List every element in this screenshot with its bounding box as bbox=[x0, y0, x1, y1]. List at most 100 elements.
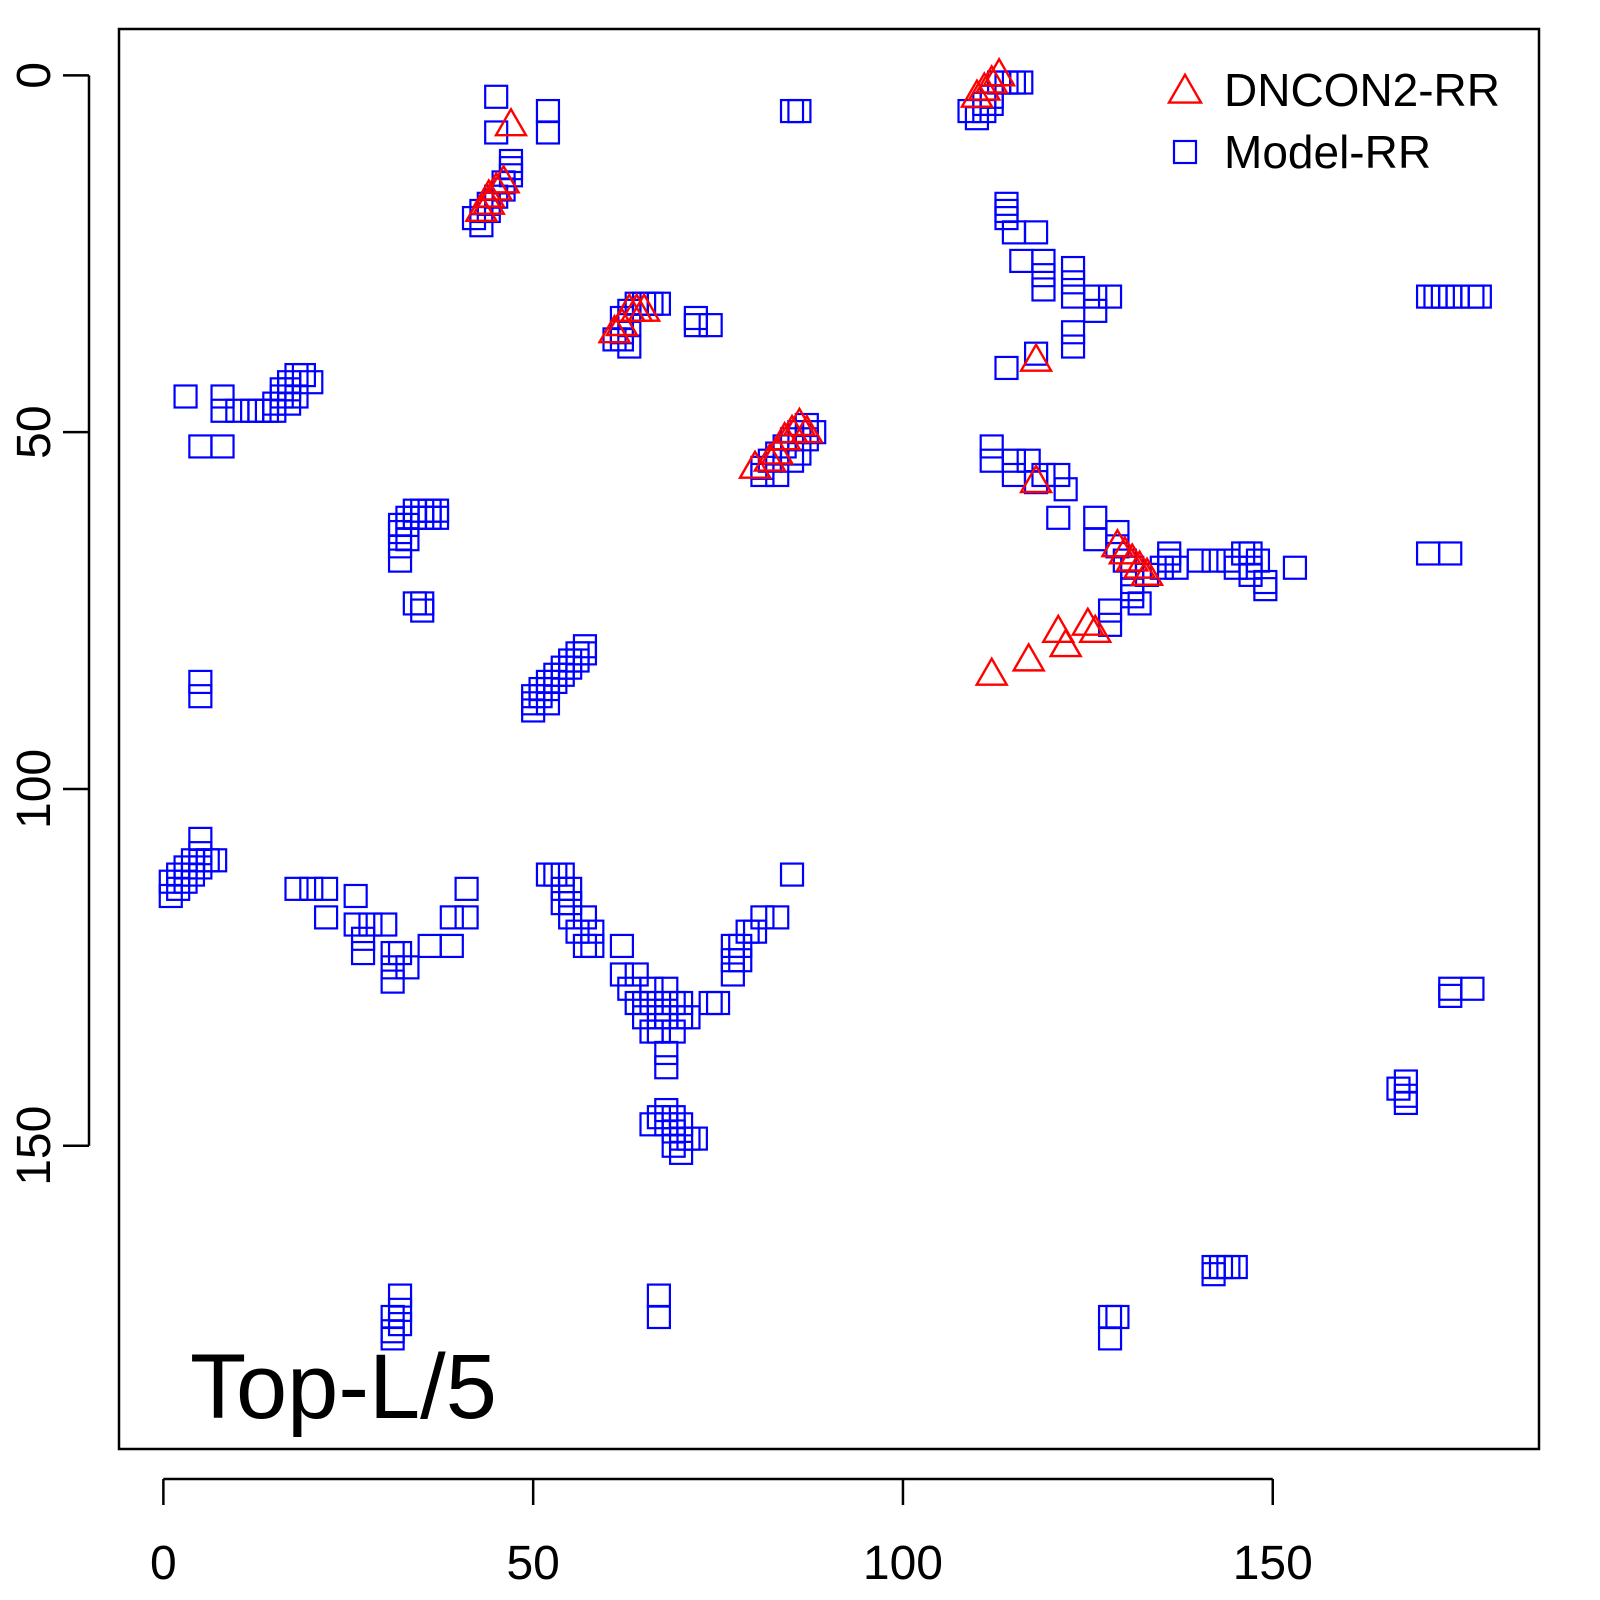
model-contact-point bbox=[683, 313, 708, 338]
model-contact-point bbox=[203, 848, 228, 873]
model-contact-point bbox=[1060, 255, 1086, 281]
model-contact-point bbox=[1083, 284, 1108, 309]
model-contact-point bbox=[654, 1040, 679, 1066]
model-contact-point bbox=[1253, 577, 1278, 602]
dncon2-contact-point bbox=[789, 413, 824, 444]
model-contact-point bbox=[262, 398, 287, 423]
model-contact-point bbox=[1105, 519, 1130, 545]
x-tick-label: 0 bbox=[150, 1537, 177, 1590]
model-contact-point bbox=[1031, 277, 1056, 302]
legend-label: Model-RR bbox=[1224, 126, 1431, 178]
model-contact-point bbox=[558, 905, 583, 930]
model-contact-point bbox=[1282, 555, 1308, 580]
model-contact-point bbox=[521, 698, 546, 723]
model-contact-point bbox=[1386, 1076, 1411, 1101]
dncon2-contact-point bbox=[1100, 527, 1135, 558]
model-contact-point bbox=[380, 969, 405, 994]
y-tick-label: 50 bbox=[8, 405, 61, 458]
model-contact-point bbox=[380, 1326, 405, 1351]
dncon2-contact-point bbox=[1070, 606, 1105, 636]
model-contact-point bbox=[387, 940, 413, 966]
model-contact-point bbox=[173, 384, 198, 409]
model-contact-point bbox=[1060, 320, 1086, 345]
model-contact-point bbox=[787, 98, 812, 124]
dncon2-contact-point bbox=[604, 306, 639, 337]
model-contact-point bbox=[350, 926, 376, 951]
legend-marker-square bbox=[1172, 139, 1198, 165]
model-contact-point bbox=[1097, 1326, 1123, 1351]
dncon2-contact-point bbox=[767, 420, 802, 451]
model-contact-point bbox=[565, 919, 590, 944]
dncon2-contact-point bbox=[1129, 556, 1165, 586]
model-contact-point bbox=[1060, 270, 1086, 295]
model-contact-point bbox=[188, 855, 213, 880]
model-contact-point bbox=[210, 384, 235, 409]
legend-item: Model-RR bbox=[1172, 126, 1431, 178]
dncon2-contact-point bbox=[627, 292, 662, 322]
model-contact-point bbox=[439, 933, 464, 959]
model-contact-point bbox=[676, 1005, 701, 1030]
model-contact-point bbox=[387, 519, 413, 545]
model-contact-point bbox=[1053, 477, 1078, 502]
dncon2-contact-point bbox=[493, 106, 529, 137]
model-contact-point bbox=[1097, 612, 1123, 637]
dncon2-contact-point bbox=[967, 71, 1002, 101]
model-contact-point bbox=[395, 955, 420, 980]
model-contact-point bbox=[565, 648, 590, 673]
x-tick-label: 100 bbox=[863, 1537, 943, 1590]
model-contact-point bbox=[602, 327, 627, 352]
model-contact-point bbox=[535, 691, 561, 716]
model-contact-point bbox=[454, 905, 479, 930]
model-contact-point bbox=[188, 841, 213, 866]
model-contact-point bbox=[1031, 263, 1056, 288]
y-tick-label: 100 bbox=[8, 749, 61, 829]
dncon2-contact-point bbox=[1019, 342, 1054, 372]
model-contact-point bbox=[284, 384, 309, 409]
model-contact-point bbox=[1127, 591, 1152, 616]
panel-annotation: Top-L/5 bbox=[190, 1336, 497, 1438]
model-contact-point bbox=[705, 990, 731, 1016]
plot-frame bbox=[117, 27, 1541, 1451]
model-contact-point bbox=[580, 933, 605, 959]
model-contact-point bbox=[188, 669, 213, 695]
model-contact-point bbox=[1031, 248, 1056, 274]
model-contact-point bbox=[1149, 555, 1174, 580]
dncon2-contact-point bbox=[1078, 613, 1113, 644]
model-contact-point bbox=[779, 862, 805, 887]
model-contact-point bbox=[572, 905, 598, 930]
model-contact-point bbox=[528, 684, 553, 709]
dncon2-contact-point bbox=[486, 163, 521, 194]
legend-label: DNCON2-RR bbox=[1224, 64, 1500, 116]
x-tick-label: 150 bbox=[1233, 1537, 1313, 1590]
model-contact-point bbox=[454, 876, 479, 901]
data-marks bbox=[158, 56, 1492, 1351]
model-contact-point bbox=[654, 1055, 679, 1080]
legend-item: DNCON2-RR bbox=[1166, 64, 1500, 116]
model-contact-point bbox=[572, 641, 598, 666]
model-contact-point bbox=[1046, 505, 1071, 530]
model-contact-point bbox=[484, 120, 509, 145]
model-contact-point bbox=[387, 534, 413, 559]
model-contact-point bbox=[728, 933, 753, 959]
series-dncon2-rr bbox=[464, 56, 1165, 686]
model-contact-point bbox=[439, 905, 464, 930]
model-contact-point bbox=[994, 205, 1019, 231]
model-contact-point bbox=[358, 912, 383, 937]
dncon2-contact-point bbox=[1019, 463, 1054, 494]
model-contact-point bbox=[624, 962, 649, 987]
model-contact-point bbox=[728, 948, 753, 973]
model-contact-point bbox=[1186, 548, 1211, 573]
model-contact-point bbox=[498, 163, 524, 188]
model-contact-point bbox=[646, 291, 671, 316]
dncon2-contact-point bbox=[752, 442, 787, 472]
model-contact-point bbox=[698, 313, 723, 338]
series-model-rr bbox=[158, 70, 1492, 1351]
model-contact-point bbox=[484, 84, 509, 109]
model-contact-point bbox=[395, 527, 420, 552]
model-contact-point bbox=[1097, 284, 1123, 309]
y-tick-label: 0 bbox=[8, 62, 61, 89]
model-contact-point bbox=[1097, 598, 1123, 623]
model-contact-point bbox=[668, 990, 694, 1016]
model-contact-point bbox=[188, 684, 213, 709]
